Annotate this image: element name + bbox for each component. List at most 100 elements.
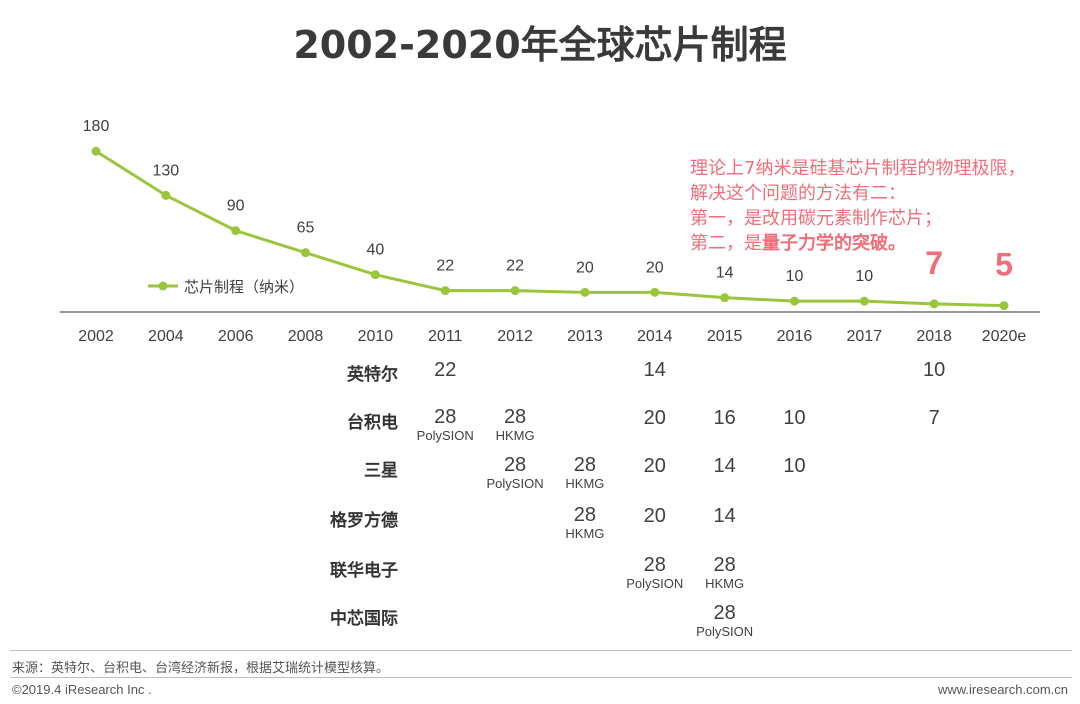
cell-value: 28 — [643, 554, 666, 576]
table-cell: 28 HKMG — [470, 406, 560, 443]
data-point — [440, 286, 450, 296]
table-cell: 28 PolySION — [610, 554, 700, 591]
note-line-2: 解决这个问题的方法有二： — [690, 183, 906, 204]
data-label: 180 — [83, 118, 110, 135]
data-label: 22 — [436, 258, 454, 275]
cell-value: 28 — [434, 406, 457, 428]
data-label: 10 — [855, 268, 873, 285]
cell-process-type: HKMG — [495, 428, 535, 443]
cell-process-type: PolySION — [626, 576, 684, 591]
data-label: 10 — [786, 268, 804, 285]
table-cell: 28 HKMG — [540, 504, 630, 541]
table-cell: 14 — [680, 505, 770, 527]
cell-value: 10 — [923, 359, 946, 381]
annotation-note: 理论上7纳米是硅基芯片制程的物理极限， 解决这个问题的方法有二： 第一，是改用碳… — [690, 156, 1025, 256]
table-cell: 14 — [680, 455, 770, 477]
cell-value: 14 — [713, 505, 736, 527]
cell-value: 16 — [713, 407, 736, 429]
data-label: 130 — [152, 162, 179, 179]
note-line-4: 第二，是量子力学的突破。 — [690, 233, 906, 254]
x-tick-label: 2015 — [707, 328, 743, 345]
data-label: 20 — [646, 259, 664, 276]
data-point — [929, 299, 939, 309]
data-label: 14 — [716, 265, 734, 282]
data-point — [370, 270, 380, 280]
data-label: 65 — [297, 220, 315, 237]
x-tick-label: 2006 — [218, 328, 254, 345]
cell-value: 28 — [503, 454, 527, 476]
data-label: 5 — [995, 247, 1013, 283]
data-point — [510, 286, 520, 296]
cell-process-type: HKMG — [565, 476, 605, 491]
cell-process-type: HKMG — [705, 576, 745, 591]
table-cell: 28 HKMG — [540, 454, 630, 491]
table-cell: 10 — [749, 407, 839, 429]
row-label: 三星 — [364, 461, 398, 481]
legend-swatch-dot — [158, 281, 168, 291]
cell-value: 14 — [713, 455, 736, 477]
table-cell: 28 PolySION — [470, 454, 560, 491]
table-cell: 10 — [749, 455, 839, 477]
line-chart: 180 2002 130 2004 90 2006 65 2008 40 20 10 22 2011 22… — [60, 118, 1040, 345]
x-tick-label: 2013 — [567, 328, 603, 345]
table-cell: 10 — [889, 359, 979, 381]
data-point — [580, 287, 590, 297]
row-label: 联华电子 — [330, 561, 398, 581]
x-tick-label: 2012 — [497, 328, 533, 345]
data-label: 7 — [925, 245, 943, 281]
data-point — [720, 293, 730, 303]
note-line-3: 第一，是改用碳元素制作芯片； — [690, 208, 942, 229]
x-tick-label: 2011 — [428, 328, 463, 345]
series-line — [95, 149, 1005, 308]
data-label: 20 — [576, 259, 594, 276]
cell-process-type: PolySION — [696, 624, 754, 639]
row-label: 格罗方德 — [330, 511, 398, 531]
data-label: 90 — [227, 198, 245, 215]
x-tick-label: 2008 — [288, 328, 324, 345]
cell-value: 28 — [713, 602, 736, 624]
cell-value: 20 — [643, 455, 666, 477]
cell-value: 10 — [783, 407, 806, 429]
row-label: 中芯国际 — [330, 609, 398, 629]
cell-value: 7 — [928, 407, 940, 429]
data-label: 22 — [506, 258, 524, 275]
x-tick-label: 2004 — [148, 328, 184, 345]
data-point — [650, 287, 660, 297]
row-label: 台积电 — [347, 413, 398, 433]
cell-value: 10 — [783, 455, 806, 477]
table-cell: 7 — [889, 407, 979, 429]
table-cell: 28 PolySION — [400, 406, 490, 443]
table-cell: 20 — [610, 505, 700, 527]
cell-value: 14 — [643, 359, 666, 381]
data-point — [789, 296, 799, 306]
data-label: 40 — [366, 242, 384, 259]
data-point — [859, 296, 869, 306]
copyright: ©2019.4 iResearch Inc . — [12, 682, 152, 697]
x-tick-label: 2002 — [78, 328, 114, 345]
cell-value: 28 — [573, 454, 597, 476]
page-title: 2002-2020年全球芯片制程 — [293, 23, 787, 67]
table-cell: 16 — [680, 407, 770, 429]
legend-label: 芯片制程（纳米） — [184, 278, 304, 296]
cell-process-type: PolySION — [416, 428, 474, 443]
footer-divider-bottom — [10, 677, 1072, 678]
data-point — [999, 301, 1009, 311]
data-point — [301, 248, 311, 258]
table-cell: 20 — [610, 455, 700, 477]
table-cell: 28 HKMG — [680, 554, 770, 591]
note-line-1: 理论上7纳米是硅基芯片制程的物理极限， — [690, 158, 1026, 179]
x-tick-label: 2017 — [847, 328, 883, 345]
website: www.iresearch.com.cn — [937, 682, 1068, 697]
table-cell: 22 — [400, 359, 490, 381]
cell-value: 28 — [713, 554, 736, 576]
cell-value: 28 — [573, 504, 597, 526]
source-note: 来源：英特尔、台积电、台湾经济新报，根据艾瑞统计模型核算。 — [12, 661, 390, 676]
data-point — [231, 226, 241, 236]
x-tick-label: 2016 — [777, 328, 813, 345]
cell-value: 20 — [643, 505, 666, 527]
cell-value: 22 — [434, 359, 457, 381]
cell-process-type: PolySION — [486, 476, 544, 491]
cell-process-type: HKMG — [565, 526, 605, 541]
cell-value: 28 — [503, 406, 527, 428]
cell-value: 20 — [643, 407, 666, 429]
